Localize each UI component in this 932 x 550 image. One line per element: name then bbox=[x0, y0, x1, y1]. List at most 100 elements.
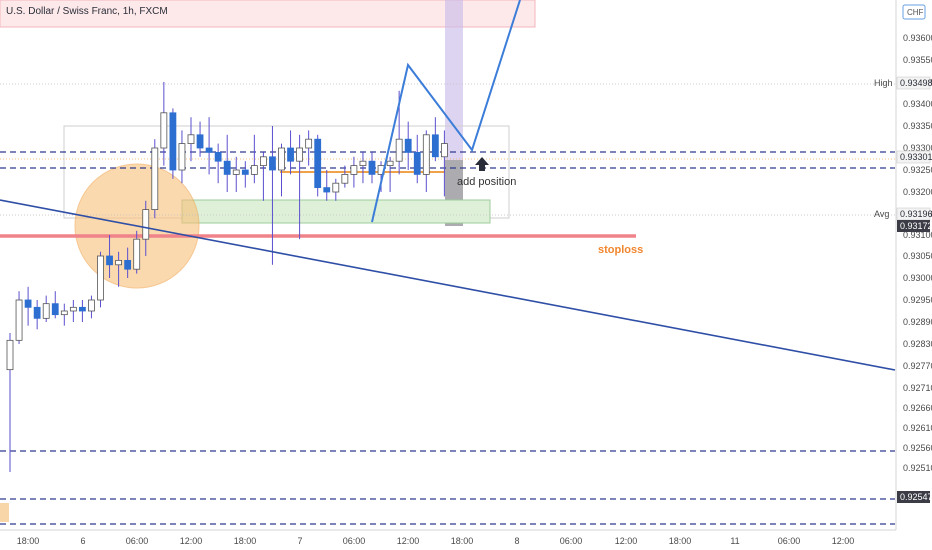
stoploss-label: stoploss bbox=[598, 244, 643, 256]
candle-body bbox=[6, 339, 14, 371]
candle-body bbox=[79, 306, 86, 312]
x-tick-label: 12:00 bbox=[397, 536, 420, 546]
candle-body bbox=[15, 299, 23, 341]
chart-title: U.S. Dollar / Swiss Franc, 1h, FXCM bbox=[6, 6, 168, 17]
candle-body bbox=[395, 138, 403, 162]
candle-body bbox=[296, 147, 304, 162]
support-zone bbox=[181, 199, 491, 224]
candle-body bbox=[422, 134, 430, 175]
up-arrow-icon bbox=[475, 157, 489, 171]
price-label-box bbox=[897, 491, 930, 503]
candle-body bbox=[241, 169, 249, 175]
x-tick-label: 06:00 bbox=[778, 536, 801, 546]
candle-body bbox=[232, 169, 240, 175]
candle-body bbox=[115, 259, 122, 266]
x-tick-label: 6 bbox=[80, 536, 85, 546]
x-tick-label: 12:00 bbox=[615, 536, 638, 546]
candle-body bbox=[305, 138, 313, 149]
candle-body bbox=[359, 160, 367, 166]
price-label-name: High bbox=[874, 78, 893, 88]
candle-body bbox=[214, 151, 222, 162]
candle-body bbox=[133, 238, 141, 270]
candle-body bbox=[413, 151, 421, 175]
price-label-box bbox=[896, 76, 931, 90]
bottom-marker bbox=[0, 503, 9, 522]
candle-body bbox=[314, 138, 322, 188]
candle-body bbox=[350, 165, 358, 175]
candle-body bbox=[269, 156, 276, 171]
candle-body bbox=[368, 160, 376, 175]
price-label-value: 0.93301 bbox=[900, 152, 932, 162]
candle-body bbox=[187, 134, 195, 145]
candle-body bbox=[151, 147, 159, 210]
candle-body bbox=[332, 182, 340, 193]
candle-body bbox=[440, 143, 448, 158]
x-tick-label: 18:00 bbox=[17, 536, 40, 546]
candle-body bbox=[205, 147, 213, 153]
x-tick-label: 18:00 bbox=[451, 536, 474, 546]
candle-body bbox=[97, 255, 104, 301]
candle-body bbox=[24, 299, 32, 308]
x-tick-label: 06:00 bbox=[126, 536, 149, 546]
candle-body bbox=[386, 160, 394, 166]
candle-body bbox=[169, 112, 177, 171]
price-label-name: Avg bbox=[874, 209, 889, 219]
candle-body bbox=[178, 143, 186, 171]
price-label-box bbox=[897, 220, 930, 232]
projection-path bbox=[371, 0, 521, 223]
candle-body bbox=[250, 165, 258, 175]
x-tick-label: 06:00 bbox=[343, 536, 366, 546]
x-tick-label: 18:00 bbox=[669, 536, 692, 546]
candle-body bbox=[404, 138, 412, 153]
candle-body bbox=[124, 259, 132, 270]
price-label-value: 0.93196 bbox=[900, 209, 932, 219]
trend-line bbox=[0, 199, 896, 371]
candle-body bbox=[88, 299, 95, 312]
candle-body bbox=[223, 160, 231, 175]
x-tick-label: 12:00 bbox=[832, 536, 855, 546]
price-label-value: 0.93498 bbox=[900, 78, 932, 88]
candle-body bbox=[278, 147, 285, 171]
x-tick-label: 8 bbox=[514, 536, 519, 546]
price-label-value: 0.92547 bbox=[900, 492, 932, 502]
candle-body bbox=[142, 209, 150, 240]
candle-body bbox=[259, 156, 267, 167]
currency-label: CHF bbox=[907, 8, 924, 17]
candle-body bbox=[60, 310, 68, 316]
candle-body bbox=[287, 147, 294, 162]
x-tick-label: 7 bbox=[297, 536, 302, 546]
candle-body bbox=[33, 306, 41, 319]
x-tick-label: 12:00 bbox=[180, 536, 203, 546]
x-tick-label: 06:00 bbox=[560, 536, 583, 546]
candle-body bbox=[69, 306, 77, 312]
candle-body bbox=[106, 255, 113, 266]
price-label-box bbox=[896, 150, 931, 164]
candle-body bbox=[196, 134, 204, 149]
x-tick-label: 18:00 bbox=[234, 536, 257, 546]
candle-body bbox=[42, 303, 50, 319]
x-tick-label: 11 bbox=[730, 536, 739, 546]
price-label-value: 0.93172 bbox=[900, 221, 932, 231]
add-position-label: add position bbox=[457, 176, 516, 188]
currency-badge[interactable] bbox=[902, 4, 926, 20]
candle-body bbox=[51, 303, 59, 316]
